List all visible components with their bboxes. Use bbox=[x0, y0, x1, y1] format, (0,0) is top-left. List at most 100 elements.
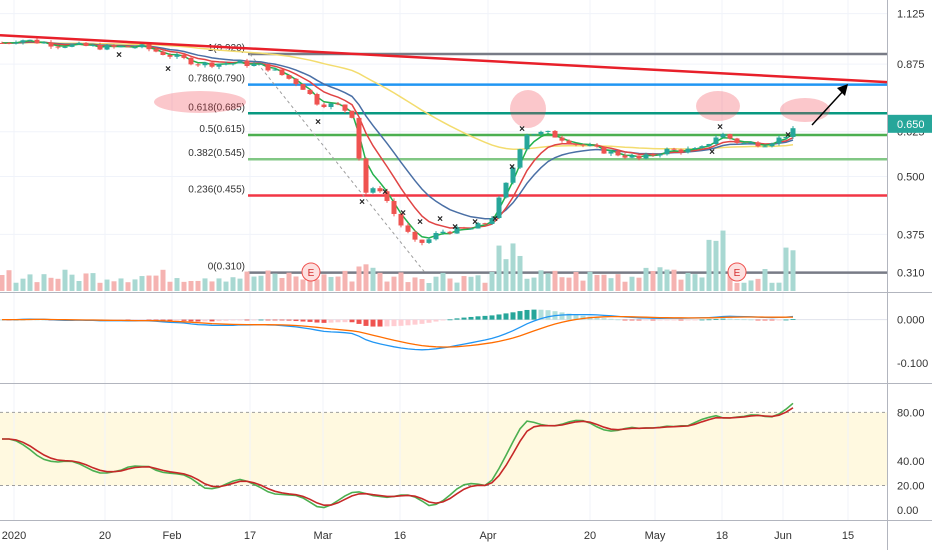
volume-bar bbox=[440, 272, 446, 291]
volume-bar bbox=[244, 271, 250, 291]
macd-histogram-bar bbox=[755, 319, 761, 321]
candle-body bbox=[188, 57, 194, 65]
volume-bar bbox=[370, 267, 376, 291]
candle-body bbox=[377, 188, 383, 192]
signal-marker: × bbox=[452, 222, 458, 233]
volume-bar bbox=[174, 278, 180, 291]
candle-body bbox=[209, 62, 215, 67]
candle-body bbox=[125, 46, 131, 48]
volume-bar bbox=[524, 278, 530, 291]
macd-histogram-bar bbox=[447, 319, 453, 321]
macd-histogram-bar bbox=[503, 313, 509, 320]
fib-anchor-line bbox=[249, 53, 426, 273]
volume-bar bbox=[482, 282, 488, 291]
macd-histogram-bar bbox=[706, 319, 712, 321]
volume-bar bbox=[195, 280, 201, 291]
y-axes: 1.1250.8750.6250.5000.3750.3100.6500.000… bbox=[888, 9, 932, 517]
macd-histogram-bar bbox=[783, 319, 789, 321]
volume-bar bbox=[384, 281, 390, 291]
volume-bar bbox=[314, 279, 320, 291]
macd-histogram-bar bbox=[664, 319, 670, 321]
candle-body bbox=[769, 143, 775, 147]
macd-histogram-bar bbox=[776, 319, 782, 321]
volume-bar bbox=[629, 276, 635, 291]
volume-bar bbox=[713, 240, 719, 291]
signal-marker: × bbox=[472, 217, 478, 228]
volume-bar bbox=[475, 275, 481, 291]
candle-body bbox=[118, 46, 124, 48]
macd-histogram-bar bbox=[153, 319, 159, 321]
volume-bar bbox=[139, 276, 145, 291]
time-axis: 2020 20 Feb 17 Mar 16 Apr 20 May 18 Jun 15 bbox=[2, 530, 854, 542]
macd-histogram-bar bbox=[615, 319, 621, 321]
volume-bar bbox=[300, 279, 306, 291]
macd-histogram-bar bbox=[636, 319, 642, 321]
volume-bar bbox=[412, 277, 418, 291]
signal-marker: × bbox=[116, 50, 122, 61]
volume-bar bbox=[615, 274, 621, 291]
candle-body bbox=[349, 110, 355, 118]
candle-body bbox=[181, 54, 187, 58]
macd-histogram-bar bbox=[461, 317, 467, 320]
candle-body bbox=[482, 223, 488, 225]
macd-histogram-bar bbox=[272, 319, 278, 321]
macd-histogram-bar bbox=[188, 319, 194, 322]
volume-bar bbox=[167, 281, 173, 291]
macd-histogram-bar bbox=[762, 319, 768, 321]
macd-histogram-bar bbox=[167, 319, 173, 321]
candle-body bbox=[671, 148, 677, 150]
candle-body bbox=[531, 134, 537, 136]
volume-bar bbox=[188, 280, 194, 291]
volume-bar bbox=[685, 272, 691, 291]
volume-bar bbox=[307, 272, 313, 291]
candle-body bbox=[608, 151, 614, 154]
candle-body bbox=[146, 44, 152, 50]
volume-bar bbox=[118, 278, 124, 291]
candle-body bbox=[748, 142, 754, 144]
macd-histogram-bar bbox=[517, 311, 523, 320]
candle-body bbox=[321, 104, 327, 108]
volume-bar bbox=[279, 277, 285, 291]
signal-marker: × bbox=[359, 197, 365, 208]
candle-body bbox=[356, 117, 362, 159]
candle-body bbox=[69, 44, 75, 47]
candle-body bbox=[48, 42, 54, 47]
volume-bar bbox=[146, 275, 152, 291]
volume-bar bbox=[517, 255, 523, 291]
candle-body bbox=[706, 143, 712, 147]
volume-bar bbox=[601, 274, 607, 291]
volume-bar bbox=[692, 274, 698, 291]
volume-bar bbox=[419, 279, 425, 291]
macd-histogram-bar bbox=[230, 319, 236, 321]
volume-bar bbox=[69, 274, 75, 291]
macd-histogram-bar bbox=[629, 319, 635, 321]
macd-histogram-bar bbox=[692, 319, 698, 321]
macd-histogram-bar bbox=[531, 309, 537, 320]
candle-body bbox=[538, 131, 544, 135]
macd-histogram-bar bbox=[482, 315, 488, 320]
volume-bar bbox=[755, 278, 761, 291]
volume-bar bbox=[727, 273, 733, 291]
volume-bar bbox=[76, 280, 82, 291]
candle-body bbox=[622, 155, 628, 158]
volume-bar bbox=[111, 281, 117, 291]
volume-bar bbox=[258, 275, 264, 291]
volume-bar bbox=[433, 276, 439, 291]
grid bbox=[0, 0, 887, 520]
volume-bar bbox=[265, 270, 271, 291]
candle-body bbox=[0, 42, 5, 44]
candle-body bbox=[678, 149, 684, 153]
candle-body bbox=[727, 134, 733, 139]
volume-bar bbox=[41, 274, 47, 291]
volume-bar bbox=[636, 277, 642, 291]
signal-marker: × bbox=[709, 147, 715, 158]
signal-marker: × bbox=[519, 124, 525, 135]
earnings-marker bbox=[727, 262, 747, 282]
volume-bar bbox=[468, 276, 474, 291]
candle-body bbox=[783, 136, 789, 138]
candle-body bbox=[335, 103, 341, 105]
oscillator-axis-tick: 40.00 bbox=[897, 456, 925, 468]
price-axis-tick: 0.875 bbox=[897, 59, 925, 71]
macd-histogram-bar bbox=[643, 319, 649, 321]
